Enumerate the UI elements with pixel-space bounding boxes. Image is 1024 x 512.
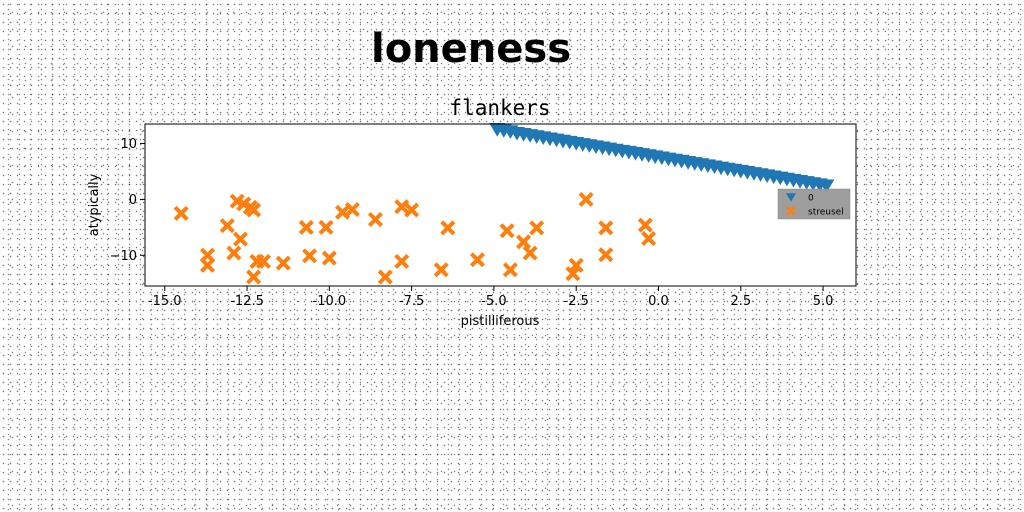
series-streusel-point xyxy=(377,269,393,285)
series-streusel-point xyxy=(394,199,410,215)
legend-entry-label: streusel xyxy=(808,208,844,218)
series-streusel-point xyxy=(226,245,242,261)
x-tick-label: 0.0 xyxy=(648,294,669,309)
plot-frame xyxy=(144,123,857,287)
chart-suptitle: loneness xyxy=(371,26,571,72)
series-streusel-point xyxy=(637,217,653,233)
x-tick-label: -10.0 xyxy=(313,294,347,309)
x-tick-label: -7.5 xyxy=(399,294,424,309)
series-streusel-point xyxy=(433,262,449,278)
series-streusel-point xyxy=(522,245,538,261)
y-tick-label: −10 xyxy=(110,249,137,264)
series-streusel-point xyxy=(173,205,189,221)
series-streusel-point xyxy=(394,253,410,269)
x-tick-label: -12.5 xyxy=(230,294,264,309)
legend-marker xyxy=(786,206,796,216)
y-tick-label: 0 xyxy=(129,193,137,208)
x-tick-label: -15.0 xyxy=(148,294,182,309)
series-streusel-point xyxy=(568,257,584,273)
data-markers xyxy=(173,123,835,285)
series-streusel-point xyxy=(578,191,594,207)
series-streusel-point xyxy=(335,204,350,220)
series-streusel-point xyxy=(502,262,518,278)
series-streusel-point xyxy=(516,234,532,250)
series-streusel-point xyxy=(200,257,216,273)
legend-entry-label: 0 xyxy=(808,194,814,204)
series-streusel-point xyxy=(499,223,515,239)
series-streusel-point xyxy=(440,220,456,236)
y-tick-label: 10 xyxy=(120,137,137,152)
series-streusel-point xyxy=(318,219,334,235)
chart-title: flankers xyxy=(449,96,550,120)
series-streusel-point xyxy=(404,202,420,218)
x-tick-label: -2.5 xyxy=(564,294,589,309)
series-streusel-point xyxy=(529,220,545,236)
y-axis-label: atypically xyxy=(87,173,102,236)
legend: 0 streusel xyxy=(777,188,851,220)
legend-marker xyxy=(786,193,796,202)
series-streusel-point xyxy=(232,231,248,247)
series-0-point xyxy=(818,179,835,194)
x-tick-label: 5.0 xyxy=(813,294,834,309)
y-axis: 10 0 −10 xyxy=(110,137,145,264)
series-streusel-point xyxy=(302,248,318,264)
series-streusel-point xyxy=(275,255,291,271)
series-streusel-point xyxy=(256,253,271,269)
x-tick-label: -5.0 xyxy=(481,294,506,309)
series-streusel-point xyxy=(246,202,262,218)
series-streusel-point xyxy=(367,212,383,228)
series-streusel-point xyxy=(598,247,614,263)
series-streusel-point xyxy=(344,201,360,217)
series-streusel-point xyxy=(219,218,235,234)
series-streusel-point xyxy=(469,252,485,268)
series-streusel-point xyxy=(641,231,657,247)
x-axis-label: pistilliferous xyxy=(461,314,540,329)
series-streusel-point xyxy=(598,220,614,236)
series-streusel-point xyxy=(246,269,262,285)
x-axis: -15.0 -12.5 -10.0 -7.5 -5.0 -2.5 0.0 2.5 5.0 xyxy=(148,286,833,309)
x-tick-label: 2.5 xyxy=(730,294,751,309)
series-streusel-point xyxy=(321,250,337,266)
series-streusel-point xyxy=(298,219,314,235)
